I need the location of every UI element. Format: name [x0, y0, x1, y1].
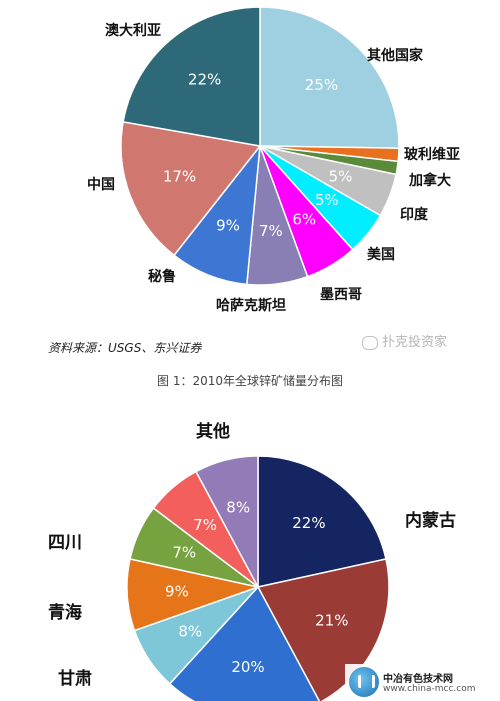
site-logo-icon [349, 667, 379, 697]
watermark-top-text: 扑克投资家 [382, 335, 448, 350]
pie1-value-label-0: 25% [305, 76, 338, 94]
pie1-value-label-6: 7% [259, 222, 283, 240]
pie1-value-label-4: 5% [315, 191, 339, 209]
pie1-label-china: 中国 [87, 176, 115, 193]
pie1-label-bolivia: 玻利维亚 [404, 146, 460, 163]
source-note: 资料来源：USGS、东兴证券 [48, 341, 202, 355]
pie2-value-label-7: 8% [226, 499, 250, 517]
pie2-slice-7 [195, 455, 259, 588]
pie2-value-label-0: 22% [292, 514, 325, 532]
pie2-value-label-2: 20% [231, 658, 264, 676]
pie2-label-sichuan: 四川 [48, 533, 82, 553]
watermark-site-url: www.china-mcc.com [383, 684, 476, 694]
pie1-label-india: 印度 [400, 206, 429, 223]
figure-caption: 图 1：2010年全球锌矿储量分布图 [157, 374, 343, 388]
pie-chart-china-regions: 22% 21% 20% 8% 9% 7% 7% 8% [126, 455, 390, 701]
pie2-label-neimenggu: 内蒙古 [405, 510, 456, 531]
pie1-value-label-7: 9% [216, 217, 240, 235]
pie2-value-label-5: 7% [172, 544, 196, 562]
pie2-value-label-6: 7% [193, 516, 217, 534]
pie2-value-label-4: 9% [165, 583, 189, 601]
pie1-label-kazakhstan: 哈萨克斯坦 [216, 297, 286, 314]
watermark-top: 扑克投资家 [362, 331, 447, 350]
chat-bubble-icon [362, 335, 378, 350]
pie2-value-label-3: 8% [178, 622, 202, 640]
pie1-label-mexico: 墨西哥 [320, 287, 362, 303]
pie1-slice-9 [122, 6, 261, 147]
pie1-label-canada: 加拿大 [408, 172, 451, 189]
pie2-label-other: 其他 [196, 421, 230, 442]
pie1-value-label-3: 5% [329, 167, 353, 185]
pie2-label-gansu: 甘肃 [58, 668, 92, 689]
pie1-value-label-8: 17% [163, 167, 196, 185]
pie1-label-usa: 美国 [367, 246, 395, 263]
watermark-site-name: 中冶有色技术网 [383, 674, 453, 685]
pie2-value-label-1: 21% [315, 611, 348, 629]
pie2-slice-2 [168, 585, 321, 701]
watermark-bottom: 中冶有色技术网 www.china-mcc.com [345, 664, 500, 701]
pie1-label-australia: 澳大利亚 [105, 22, 161, 39]
pie2-slice-0 [257, 455, 387, 588]
pie1-slice-8 [120, 120, 262, 257]
pie1-slice-7 [173, 143, 261, 286]
pie1-slice-0 [259, 6, 400, 149]
pie-chart-zinc-reserves: 25%5%5%6%7%9%17%22% [120, 6, 400, 286]
pie2-label-qinghai: 青海 [48, 602, 82, 623]
pie1-value-label-5: 6% [292, 210, 316, 228]
pie1-label-other-countries: 其他国家 [367, 47, 424, 64]
pie1-value-label-9: 22% [188, 70, 221, 88]
pie1-label-peru: 秘鲁 [148, 268, 176, 285]
